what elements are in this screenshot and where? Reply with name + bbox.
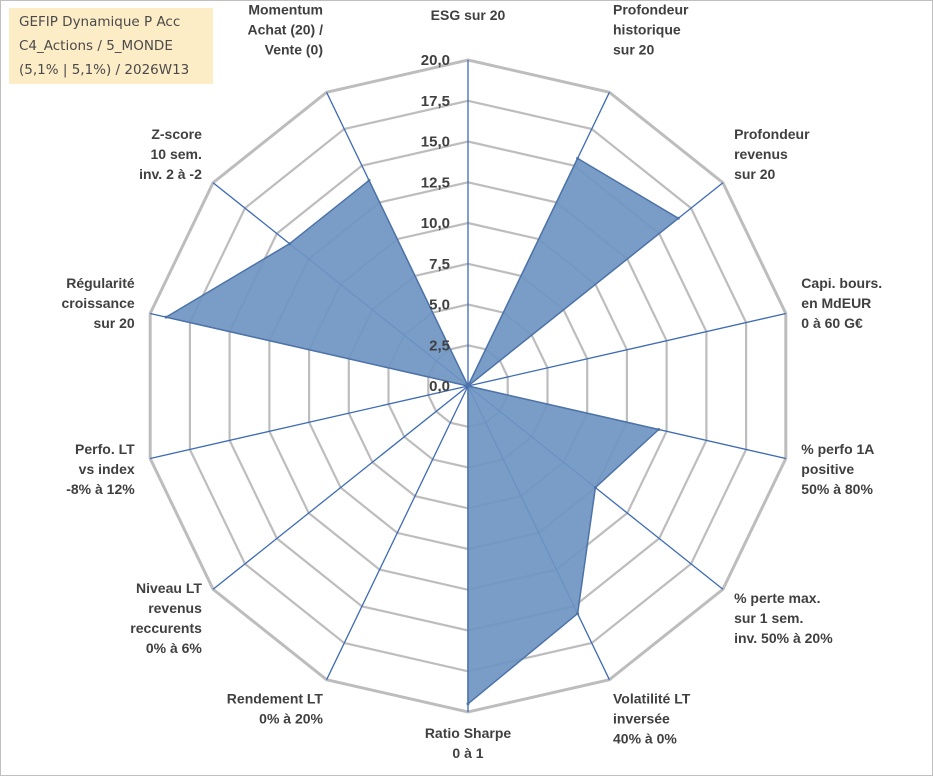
data-point-12: [288, 242, 292, 246]
axis-label-8: Rendement LT 0% à 20%: [227, 691, 324, 727]
tick-label-3: 7,5: [429, 256, 450, 273]
axis-label-13-line-2: Vente (0): [265, 42, 323, 58]
axis-label-7: Ratio Sharpe 0 à 1: [425, 725, 512, 761]
tick-label-6: 15,0: [421, 134, 450, 151]
tick-label-5: 12,5: [421, 174, 450, 191]
title-category: C4_Actions / 5_MONDE: [19, 38, 173, 54]
axis-label-0: Note ESG sur 20: [431, 0, 506, 23]
axis-label-2: Profondeur revenus sur 20: [734, 126, 810, 182]
tick-label-0: 0,0: [429, 378, 450, 395]
axis-label-8-line-0: Rendement LT: [227, 691, 324, 707]
axis-label-6-line-2: 40% à 0%: [613, 731, 677, 747]
data-point-2: [676, 216, 680, 220]
axis-label-13: Momentum Achat (20) / Vente (0): [248, 2, 324, 58]
axis-label-5-line-1: sur 1 sem.: [734, 610, 803, 626]
title-fund-name: GEFIP Dynamique P Acc: [19, 14, 181, 30]
axis-label-13-line-1: Achat (20) /: [248, 22, 324, 38]
axis-spoke-8: [326, 385, 469, 680]
axis-label-7-line-1: 0 à 1: [452, 745, 483, 761]
axis-label-10-line-0: Perfo. LT: [75, 441, 135, 457]
axis-label-8-line-1: 0% à 20%: [259, 711, 323, 727]
axis-label-4-line-2: 50% à 80%: [801, 481, 873, 497]
data-point-13: [367, 178, 371, 182]
axis-label-6-line-0: Volatilité LT: [613, 691, 691, 707]
axis-label-0-line-1: ESG sur 20: [431, 7, 506, 23]
axis-label-11-line-1: croissance: [62, 295, 135, 311]
axis-spoke-9: [212, 385, 469, 590]
radar-tick-labels: 0,0 2,5 5,0 7,5 10,0 12,5 15,0 17,5 20,0: [421, 52, 450, 395]
data-point-4: [657, 428, 661, 431]
data-point-5: [593, 486, 597, 490]
axis-label-2-line-1: revenus: [734, 146, 788, 162]
data-point-11: [164, 315, 168, 319]
series-area: [165, 157, 680, 705]
axis-label-6: Volatilité LT inversée 40% à 0%: [613, 691, 691, 747]
axis-label-9-line-0: Niveau LT: [136, 580, 202, 596]
axis-label-10: Perfo. LT vs index -8% à 12%: [66, 441, 135, 497]
axis-spoke-3: [467, 312, 786, 387]
axis-label-7-line-0: Ratio Sharpe: [425, 725, 512, 741]
radar-axis-labels: Note ESG sur 20 Profondeur historique sur 20…: [62, 0, 883, 761]
axis-label-11-line-0: Régularité: [66, 275, 135, 291]
title-period: (5,1% | 5,1%) / 2026W13: [19, 62, 190, 78]
tick-label-8: 20,0: [421, 52, 450, 69]
axis-label-12-line-2: inv. 2 à -2: [139, 166, 202, 182]
axis-label-10-line-2: -8% à 12%: [66, 481, 135, 497]
axis-label-1-line-0: Profondeur: [613, 2, 689, 18]
axis-label-6-line-1: inversée: [613, 711, 670, 727]
axis-label-1: Profondeur historique sur 20: [613, 2, 689, 58]
axis-label-11-line-2: sur 20: [93, 315, 134, 331]
axis-spoke-10: [150, 385, 469, 460]
axis-label-3-line-0: Capi. bours.: [801, 275, 882, 291]
chart-title-box: GEFIP Dynamique P Acc C4_Actions / 5_MON…: [9, 8, 213, 84]
data-point-7: [466, 702, 470, 706]
axis-label-9-line-2: reccurents: [130, 620, 202, 636]
axis-label-5: % perte max. sur 1 sem. inv. 50% à 20%: [734, 590, 833, 646]
data-point-6: [576, 612, 580, 616]
axis-label-12-line-0: Z-score: [151, 126, 202, 142]
axis-label-0-line-0: Note: [452, 0, 483, 3]
axis-label-9-line-1: revenus: [148, 600, 202, 616]
tick-label-4: 10,0: [421, 215, 450, 232]
tick-label-1: 2,5: [429, 337, 450, 354]
axis-label-2-line-0: Profondeur: [734, 126, 810, 142]
axis-label-1-line-1: historique: [613, 22, 681, 38]
axis-label-12-line-1: 10 sem.: [151, 146, 202, 162]
tick-label-7: 17,5: [421, 93, 450, 110]
axis-label-1-line-2: sur 20: [613, 42, 654, 58]
axis-label-13-line-0: Momentum: [248, 2, 323, 18]
axis-label-9-line-3: 0% à 6%: [146, 640, 203, 656]
axis-label-2-line-2: sur 20: [734, 166, 775, 182]
data-point-10: [466, 384, 470, 388]
axis-label-5-line-0: % perte max.: [734, 590, 820, 606]
axis-label-9: Niveau LT revenus reccurents 0% à 6%: [130, 580, 202, 656]
axis-label-4: % perfo 1A positive 50% à 80%: [801, 441, 874, 497]
axis-label-5-line-2: inv. 50% à 20%: [734, 630, 833, 646]
radar-series: [164, 156, 680, 706]
data-point-1: [576, 156, 580, 160]
axis-label-3-line-2: 0 à 60 G€: [801, 315, 863, 331]
axis-label-12: Z-score 10 sem. inv. 2 à -2: [139, 126, 202, 182]
axis-label-10-line-1: vs index: [79, 461, 135, 477]
axis-label-3-line-1: en MdEUR: [801, 295, 871, 311]
axis-label-3: Capi. bours. en MdEUR 0 à 60 G€: [801, 275, 882, 331]
axis-label-4-line-1: positive: [801, 461, 854, 477]
axis-label-11: Régularité croissance sur 20: [62, 275, 135, 331]
tick-label-2: 5,0: [429, 297, 450, 314]
axis-label-4-line-0: % perfo 1A: [801, 441, 874, 457]
